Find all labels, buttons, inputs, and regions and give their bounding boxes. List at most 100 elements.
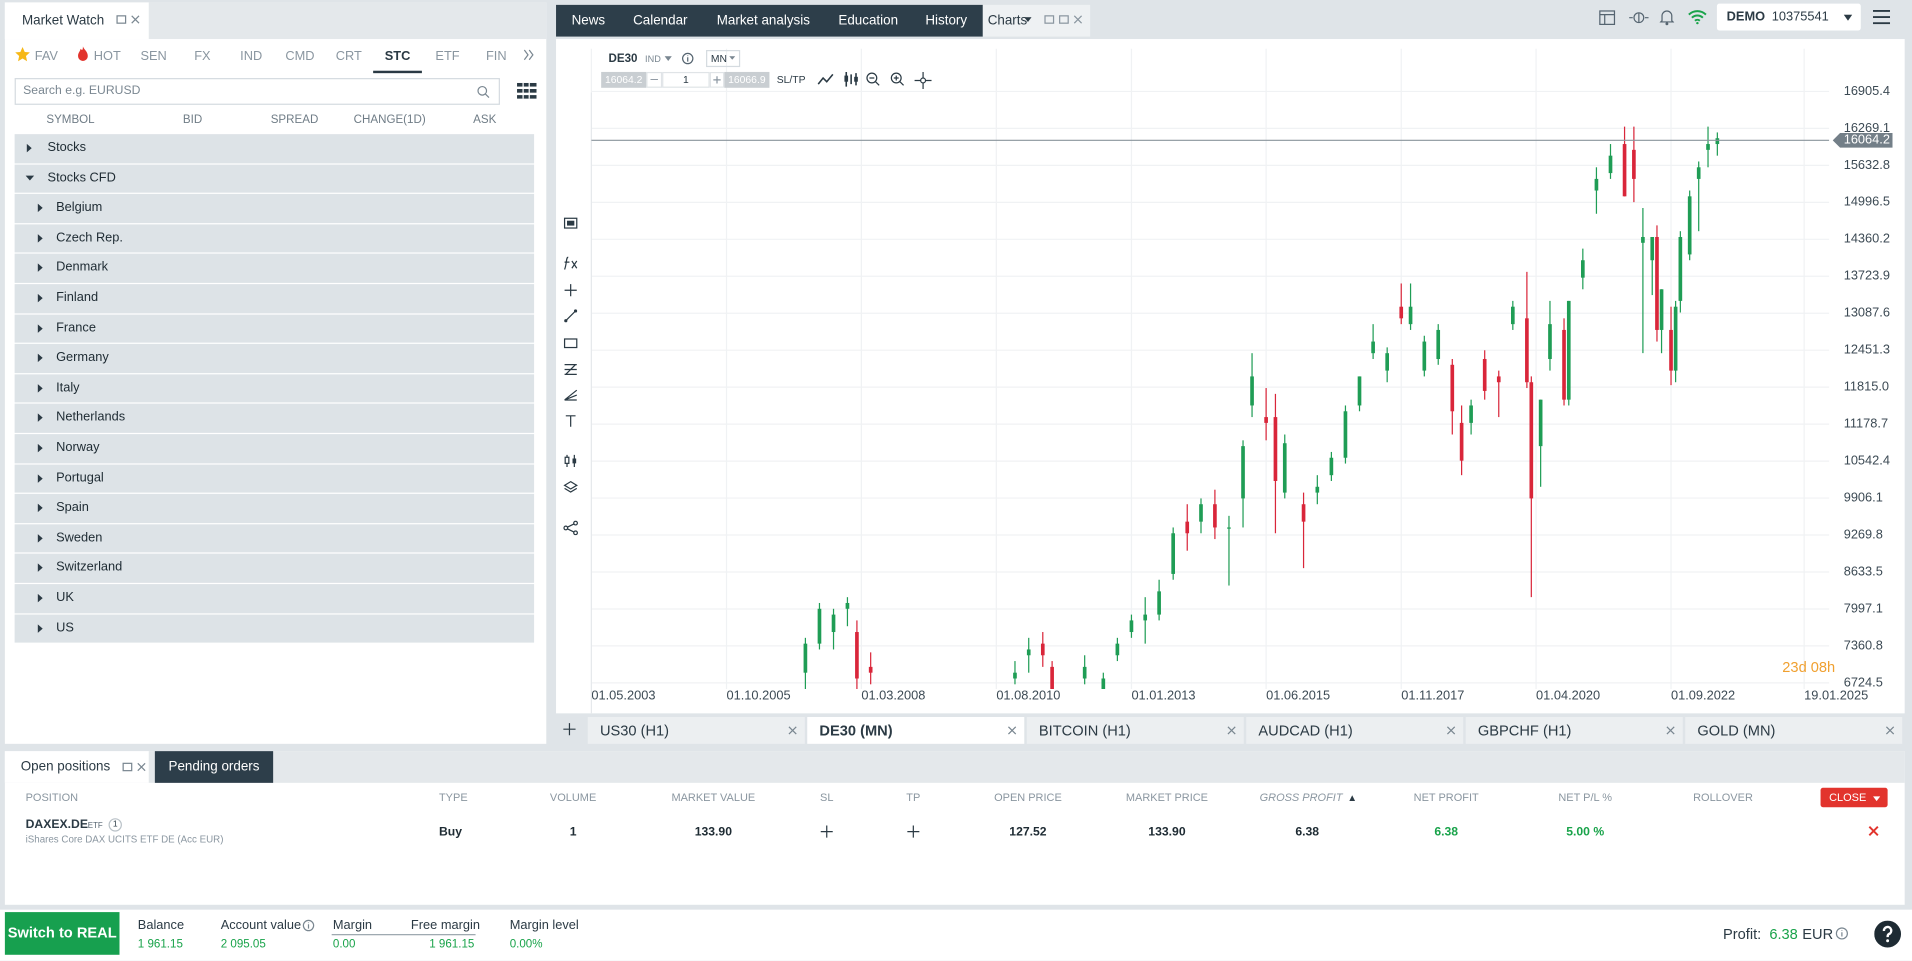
chart-tab-close[interactable]	[1666, 726, 1676, 736]
tree-row[interactable]	[14, 224, 535, 253]
add-chart-tab[interactable]	[562, 722, 577, 737]
nav-tab[interactable]: Charts	[982, 4, 1091, 37]
nav-tab[interactable]: History	[925, 13, 968, 29]
tree-row[interactable]	[14, 434, 535, 463]
chart-type-icon[interactable]	[817, 72, 834, 87]
sltp-button[interactable]: SL/TP	[776, 73, 806, 86]
charts-dropdown[interactable]	[1024, 17, 1032, 22]
tree-row[interactable]	[14, 464, 535, 493]
chart-tab[interactable]: GOLD (MN)	[1685, 717, 1903, 744]
menu-icon[interactable]	[1872, 10, 1891, 25]
tree-row[interactable]	[14, 614, 535, 643]
chart-tab[interactable]: DE30 (MN)	[807, 717, 1025, 744]
info-icon[interactable]	[682, 52, 694, 65]
buy-price[interactable]: 16066.9	[724, 71, 770, 88]
drawing-tool[interactable]	[563, 388, 578, 403]
drawing-tool[interactable]	[563, 256, 578, 271]
tree-row[interactable]	[14, 554, 535, 583]
tree-row[interactable]	[14, 284, 535, 313]
volume-minus[interactable]: –	[646, 71, 663, 88]
chart-tab[interactable]: GBPCHF (H1)	[1465, 717, 1683, 744]
nav-tab[interactable]: Calendar	[633, 13, 688, 29]
drawing-tool[interactable]	[563, 283, 578, 298]
bell-icon[interactable]	[1659, 9, 1675, 26]
symbol-dropdown[interactable]	[664, 56, 672, 61]
tree-row[interactable]	[14, 584, 535, 613]
close-all-button[interactable]: CLOSE	[1820, 787, 1888, 808]
category-tab[interactable]: FX	[194, 48, 211, 64]
chart-tab[interactable]: BITCOIN (H1)	[1026, 717, 1244, 744]
chart-tab-close[interactable]	[1227, 726, 1237, 736]
tree-row[interactable]	[14, 404, 535, 433]
view-toggle[interactable]	[517, 82, 537, 99]
volume-input[interactable]: 1	[662, 71, 710, 88]
close-position[interactable]	[1868, 826, 1879, 837]
nav-tab[interactable]: News	[571, 13, 606, 29]
drawing-tool[interactable]	[563, 454, 578, 469]
chart-tab[interactable]: US30 (H1)	[587, 717, 805, 744]
tree-row[interactable]	[14, 164, 535, 193]
category-tab[interactable]: ETF	[435, 48, 460, 64]
tree-row[interactable]	[14, 374, 535, 403]
layout-icon[interactable]	[1599, 10, 1616, 26]
candle-body	[1706, 144, 1710, 150]
indicator-icon[interactable]	[843, 71, 860, 88]
category-tab[interactable]: IND	[240, 48, 263, 64]
collapsed-arrow	[37, 563, 43, 573]
category-tab[interactable]: FAV	[34, 48, 58, 64]
category-tab[interactable]: FIN	[485, 48, 507, 64]
add-tp[interactable]	[907, 825, 920, 838]
chart-tab-close[interactable]	[788, 726, 798, 736]
crosshair-icon[interactable]	[914, 71, 932, 90]
tree-row[interactable]	[14, 314, 535, 343]
drawing-tool[interactable]	[563, 520, 578, 536]
help-button[interactable]	[1874, 920, 1902, 948]
tree-label: Germany	[56, 350, 109, 365]
more-tabs[interactable]	[523, 49, 535, 61]
position-column-header: TP	[906, 791, 921, 804]
category-tab[interactable]: CRT	[335, 48, 362, 64]
charts-window-icons[interactable]	[1044, 15, 1084, 26]
positions-tab[interactable]: Open positions	[4, 751, 149, 783]
account-value-info[interactable]	[302, 919, 315, 932]
category-tab[interactable]: HOT	[93, 48, 121, 64]
switch-real-button[interactable]: Switch to REAL	[4, 912, 120, 955]
drawing-tool[interactable]	[563, 216, 578, 231]
drawing-tool[interactable]	[563, 413, 578, 428]
category-tab[interactable]: STC	[384, 48, 411, 64]
tree-row[interactable]	[14, 494, 535, 523]
nav-tab[interactable]: Education	[838, 13, 899, 29]
chart-tab-close[interactable]	[1885, 726, 1895, 736]
detach-icon[interactable]	[116, 15, 127, 26]
pending-tab[interactable]: Pending orders	[154, 751, 274, 783]
profit-info[interactable]	[1835, 927, 1848, 940]
tree-row[interactable]	[14, 194, 535, 223]
drawing-tool[interactable]	[563, 335, 578, 350]
transfer-icon[interactable]	[1629, 10, 1649, 26]
category-tab[interactable]: CMD	[285, 48, 315, 64]
tree-row[interactable]	[14, 134, 535, 163]
add-sl[interactable]	[820, 825, 833, 838]
category-tab[interactable]: SEN	[140, 48, 167, 64]
tree-row[interactable]	[14, 344, 535, 373]
tree-row[interactable]	[14, 254, 535, 283]
zoom-out-icon[interactable]	[866, 72, 881, 87]
drawing-tool[interactable]	[563, 362, 578, 377]
candle-body	[1129, 620, 1134, 633]
chart-tab[interactable]: AUDCAD (H1)	[1246, 717, 1464, 744]
close-icon[interactable]	[130, 15, 140, 25]
positions-window-icons[interactable]	[122, 762, 146, 772]
tree-row[interactable]	[14, 524, 535, 553]
timeframe-select[interactable]: MN	[706, 49, 741, 68]
drawing-tool[interactable]	[563, 480, 578, 495]
search-input[interactable]: Search e.g. EURUSD	[14, 78, 500, 105]
chart-tab-close[interactable]	[1007, 726, 1017, 736]
sell-price[interactable]: 16064.2	[601, 71, 647, 88]
nav-tab[interactable]: Market analysis	[716, 13, 810, 29]
chart[interactable]: 16905.4 16269.1 15632.8 14996.5 14360.2 13723…	[556, 39, 1905, 714]
drawing-tool[interactable]	[563, 309, 578, 324]
account-box[interactable]	[1716, 3, 1861, 31]
zoom-in-icon[interactable]	[890, 72, 905, 87]
chart-tab-close[interactable]	[1446, 726, 1456, 736]
volume-plus[interactable]	[709, 71, 725, 88]
